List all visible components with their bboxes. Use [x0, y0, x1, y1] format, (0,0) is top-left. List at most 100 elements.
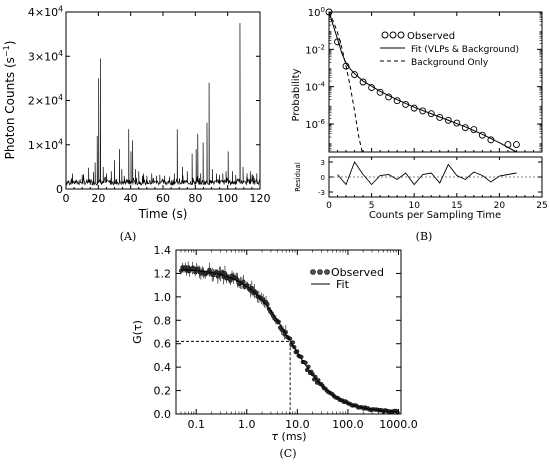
panel-a-ylabel-end: ): [3, 41, 17, 46]
b-observed-point-1: [334, 38, 341, 46]
b-ytick-label-0: 100: [308, 6, 325, 19]
c-ytick-label-0.4: 0.4: [154, 361, 172, 374]
a-xtick-label-20: 20: [91, 192, 105, 205]
panel-c: 0.1 1.0 10.0 100.0 1000.0 0.0 0.2 0.4 0.6 0.8 1.0 1…: [131, 244, 418, 460]
b-xtick-label-15: 15: [451, 201, 462, 211]
b-observed-point-3: [351, 71, 359, 78]
a-xtick-label-0: 0: [63, 192, 70, 205]
c-xtick-label-10.0: 10.0: [285, 418, 310, 431]
panel-b-legend: Observed Fit (VLPs & Background) Backgro…: [380, 31, 519, 68]
a-ytick-label-0: 0: [56, 183, 63, 196]
panel-b-label: (B): [416, 230, 433, 243]
b-observed-point-5: [368, 84, 376, 92]
c-ytick-label-0.2: 0.2: [154, 385, 172, 398]
b-xtick-label-25: 25: [536, 201, 547, 211]
legend-c-fit-label: Fit: [336, 278, 350, 291]
b-observed-point-7: [385, 93, 393, 101]
b-observed-point-9: [402, 100, 410, 108]
b-observed-point-10: [410, 104, 418, 112]
b-observed-point-22: [512, 141, 520, 148]
b-observed-point-13: [436, 114, 444, 121]
b-observed-point-17: [470, 126, 478, 134]
b-res-ytick-label-0: 0: [321, 174, 325, 182]
b-xtick-label-0: 0: [326, 201, 332, 211]
b-observed-point-11: [419, 107, 427, 115]
b-xtick-label-5: 5: [369, 201, 375, 211]
c-ytick-label-0.8: 0.8: [154, 314, 172, 327]
b-observed-point-14: [444, 116, 452, 124]
b-observed-point-21: [504, 141, 512, 148]
b-ytick-label--2: 10-2: [305, 43, 325, 56]
legend-fit-label: Fit (VLPs & Background): [411, 45, 519, 55]
panel-c-ylabel: G(τ): [131, 320, 144, 344]
panel-b-residual-ylabel: Residual: [294, 162, 302, 192]
b-xtick-label-10: 10: [408, 201, 420, 211]
b-ytick-label--4: 10-4: [305, 81, 325, 94]
legend-observed-label: Observed: [407, 31, 455, 42]
b-observed-point-4: [359, 78, 367, 86]
panel-b-ylabel: Probability: [291, 68, 302, 121]
panel-a-ylabel: Photon Counts (s−1): [2, 41, 17, 160]
b-xtick-label-20: 20: [494, 201, 506, 211]
panel-a-ylabel-exponent: −1: [2, 45, 11, 57]
c-xtick-label-100.0: 100.0: [332, 418, 364, 431]
panel-a-ylabel-main: Photon Counts (s: [3, 57, 17, 159]
c-xtick-label-0.1: 0.1: [187, 418, 205, 431]
a-ytick-label-30000: 3×104: [28, 49, 63, 63]
panel-c-reference-guide: [176, 340, 291, 414]
a-xtick-label-40: 40: [124, 192, 138, 205]
c-ytick-label-1.0: 1.0: [154, 291, 172, 304]
panel-c-xlabel-symbol: τ: [271, 430, 278, 443]
a-xtick-label-80: 80: [188, 192, 202, 205]
panel-c-fit-curve: [181, 269, 398, 413]
panel-b-observed-points: [325, 8, 520, 148]
c-xtick-label-1.0: 1.0: [238, 418, 256, 431]
panel-a-trace: [65, 23, 261, 187]
c-observed-point-31: [222, 271, 228, 276]
panel-b-main-frame: [328, 11, 543, 153]
b-observed-point-18: [478, 131, 486, 139]
b-observed-point-15: [453, 119, 461, 127]
panel-a: 0 20 40 60 80 100 120 0 1×104 2×104 3×104 4×104 Tim…: [2, 5, 271, 243]
b-observed-point-12: [427, 110, 435, 118]
b-observed-point-6: [376, 88, 384, 96]
a-xtick-label-60: 60: [156, 192, 170, 205]
a-xtick-label-100: 100: [217, 192, 238, 205]
a-xtick-label-120: 120: [250, 192, 271, 205]
panel-c-xlabel-unit: (ms): [278, 430, 307, 443]
panel-c-frame: [175, 249, 402, 415]
legend-c-observed-label: Observed: [331, 266, 384, 279]
c-ytick-label-0.0: 0.0: [154, 408, 172, 421]
a-ytick-label-10000: 1×104: [28, 137, 63, 151]
panel-b-background-curve: [328, 11, 363, 153]
panel-c-xlabel: τ (ms): [271, 430, 306, 443]
legend-background-label: Background Only: [411, 58, 489, 68]
b-res-ytick-label--3: -3: [318, 189, 325, 197]
legend-observed-marker: [381, 31, 405, 39]
b-observed-point-2: [342, 62, 350, 70]
c-observed-point-35: [228, 278, 233, 283]
legend-c-observed-marker: [310, 269, 330, 275]
c-ytick-label-1.2: 1.2: [154, 267, 172, 280]
panel-b-fit-curve: [328, 11, 517, 153]
c-xtick-label-1000.0: 1000.0: [379, 418, 418, 431]
c-ytick-label-1.4: 1.4: [154, 244, 172, 257]
b-observed-point-19: [487, 136, 495, 144]
b-observed-point-16: [461, 124, 469, 132]
panel-b-residual-line: [337, 161, 517, 186]
a-ytick-label-40000: 4×104: [28, 5, 63, 19]
panel-a-label: (A): [120, 230, 137, 243]
panel-a-ticks: 0 20 40 60 80 100 120 0 1×104 2×104 3×104 4×104: [28, 5, 271, 205]
panel-c-observed-points: [178, 265, 400, 415]
panel-c-label: (C): [280, 447, 297, 460]
panel-b-xlabel: Counts per Sampling Time: [369, 210, 501, 221]
b-res-ytick-label-3: 3: [321, 159, 325, 167]
panel-a-xlabel: Time (s): [138, 207, 188, 221]
b-ytick-label--6: 10-6: [305, 118, 325, 131]
c-ytick-label-0.6: 0.6: [154, 338, 172, 351]
panel-c-ticks: 0.1 1.0 10.0 100.0 1000.0 0.0 0.2 0.4 0.6 0.8 1.0 1…: [154, 244, 418, 431]
panel-c-legend: Observed Fit: [310, 266, 384, 291]
